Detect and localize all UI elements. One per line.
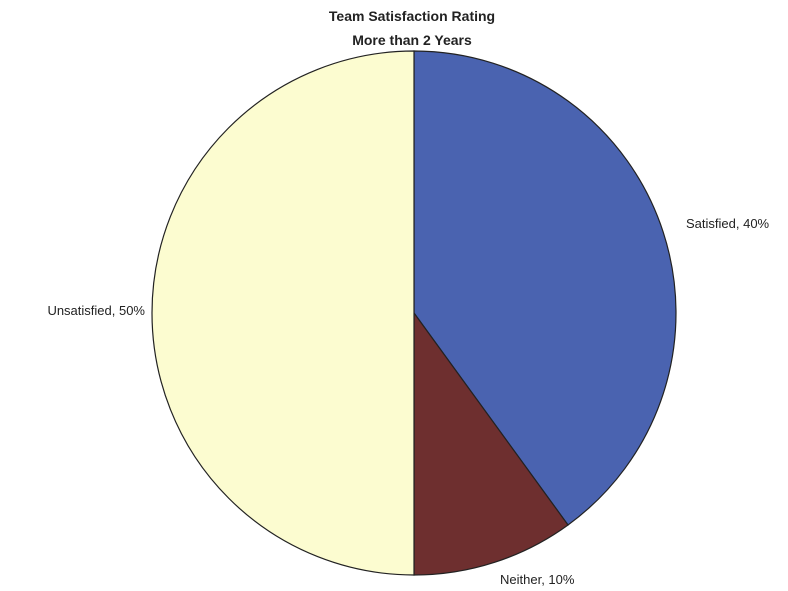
pie-slices (151, 50, 677, 576)
pie-slice-label-0: Satisfied, 40% (686, 216, 770, 231)
pie-slice-0 (413, 50, 677, 526)
chart-title: Team Satisfaction Rating (329, 8, 495, 24)
pie-slice-1 (413, 311, 569, 576)
pie-labels: Satisfied, 40% Neither, 10% Unsatisfied, 5… (47, 216, 769, 587)
pie-slice-2 (151, 50, 415, 576)
chart-subtitle: More than 2 Years (352, 32, 472, 48)
pie-slice-label-1: Neither, 10% (500, 572, 575, 587)
pie-slice-label-2: Unsatisfied, 50% (47, 303, 145, 318)
